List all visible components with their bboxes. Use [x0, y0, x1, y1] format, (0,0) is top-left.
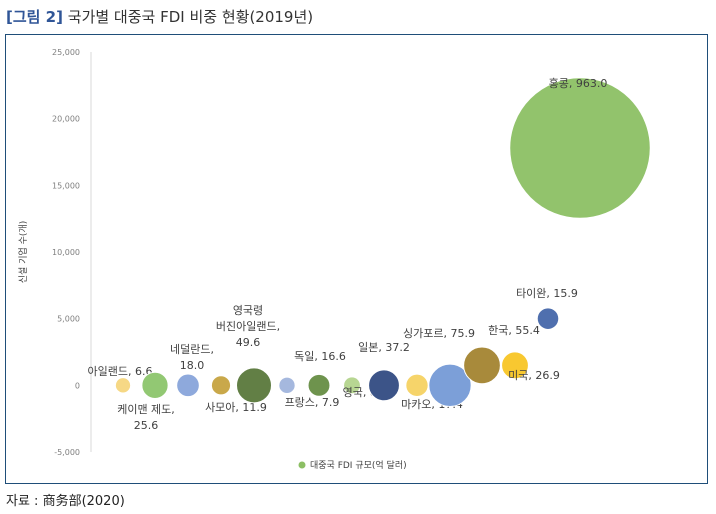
bubble-data-label: 홍콩, 963.0	[549, 76, 608, 90]
y-tick-label: 15,000	[52, 181, 80, 190]
bubble-data-label: 한국, 55.4	[488, 324, 540, 337]
bubble-data-label: 프랑스, 7.9	[285, 396, 340, 409]
figure-title-text: 국가별 대중국 FDI 비중 현황(2019년)	[67, 8, 314, 26]
bubble-point	[210, 375, 232, 396]
bubble-point	[428, 363, 472, 407]
bubble-point	[343, 376, 361, 395]
bubble-point	[307, 373, 331, 397]
bubble-point	[509, 77, 651, 219]
bubble-data-label: 일본, 37.2	[358, 340, 410, 354]
bubble-data-label: 아일랜드, 6.6	[88, 364, 153, 378]
y-tick-label: 10,000	[52, 248, 80, 257]
bubble-point	[405, 373, 429, 398]
bubble-point	[141, 371, 169, 399]
legend-label: 대중국 FDI 규모(억 달러)	[310, 459, 407, 471]
figure-title: [그림 2] 국가별 대중국 FDI 비중 현황(2019년)	[6, 6, 313, 27]
y-tick-label: 25,000	[52, 48, 80, 57]
figure-number: [그림 2]	[6, 8, 63, 26]
bubble-data-label: 사모아, 11.9	[205, 401, 267, 414]
bubble-point	[501, 351, 529, 380]
bubble-data-label: 네덜란드, 18.0	[170, 343, 214, 372]
bubble-point	[176, 373, 200, 398]
bubble-data-label: 독일, 16.6	[294, 349, 346, 363]
chart-frame: -5,000 0 5,000 10,000 15,000 20,000 25,000 신설 기…	[5, 34, 708, 484]
bubble-point	[278, 376, 296, 395]
y-tick-label: -5,000	[54, 448, 80, 457]
bubble-data-label: 케이맨 제도, 25.6	[117, 403, 175, 432]
scatter-chart: -5,000 0 5,000 10,000 15,000 20,000 25,000 신설 기…	[18, 48, 651, 471]
y-tick-label: 20,000	[52, 115, 80, 124]
figure-source: 자료 : 商务部(2020)	[6, 494, 125, 509]
bubble-data-label: 영국령 버진아일랜드, 49.6	[216, 304, 280, 349]
bubble-data-label: 싱가포르, 75.9	[403, 327, 475, 340]
y-tick-label: 5,000	[57, 315, 80, 324]
bubble-point	[368, 369, 400, 402]
bubble-point	[536, 307, 560, 330]
y-axis-title: 신설 기업 수(개)	[18, 221, 29, 283]
bubble-point	[114, 377, 132, 394]
y-tick-label: 0	[75, 381, 80, 390]
bubble-point	[463, 346, 501, 385]
bubble-point	[236, 367, 272, 404]
bubble-data-label: 타이완, 15.9	[516, 287, 578, 300]
bubble-data-label: 미국, 26.9	[508, 369, 560, 382]
legend-marker	[298, 461, 306, 469]
